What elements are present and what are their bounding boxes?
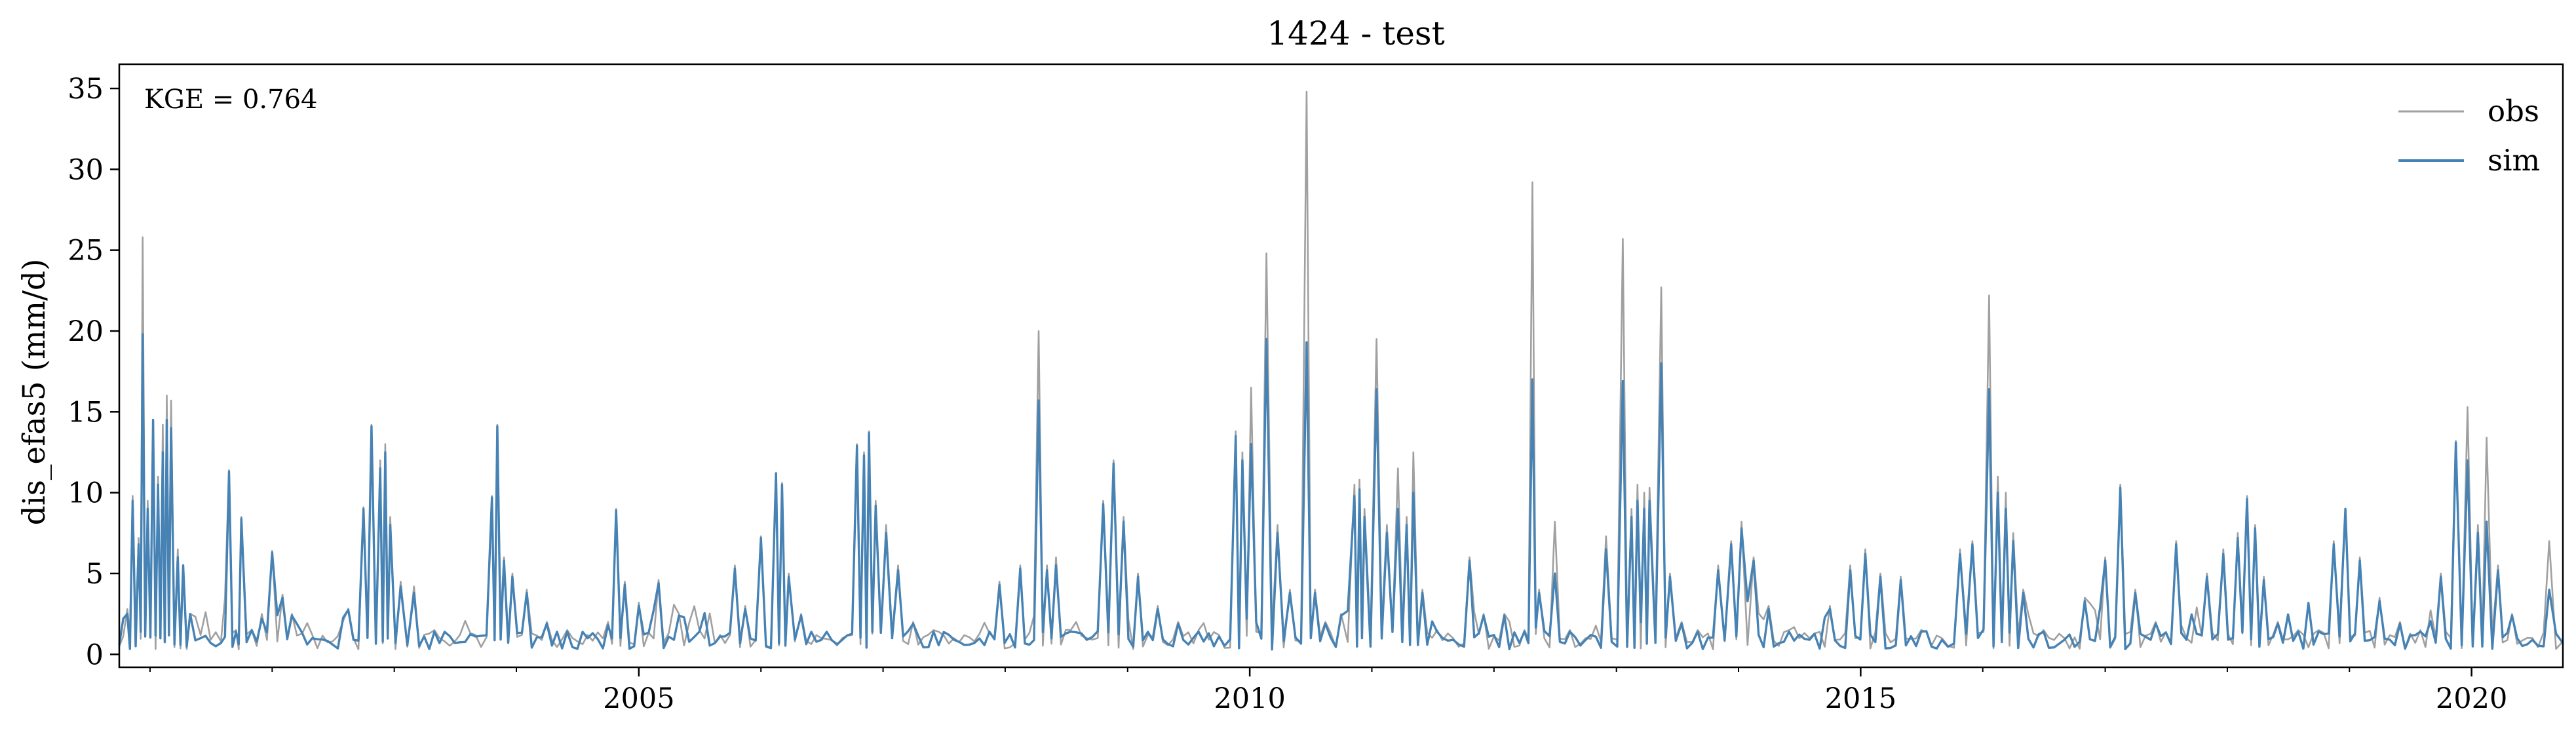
x-tick-label: 2005 [603, 682, 674, 715]
x-tick-label: 2020 [2436, 682, 2507, 715]
plot-frame [118, 63, 2564, 669]
series-layer [118, 90, 2564, 651]
y-tick-label: 10 [67, 477, 104, 510]
y-tick-label: 0 [86, 638, 104, 671]
y-tick-label: 30 [67, 153, 104, 186]
y-axis-ticks: 0 5 10 15 20 25 30 35 [67, 73, 119, 671]
legend-label-obs: obs [2488, 94, 2539, 128]
x-tick-label: 2015 [1825, 682, 1896, 715]
legend-label-sim: sim [2488, 143, 2540, 178]
y-axis-label: dis_efas5 (mm/d) [16, 259, 52, 526]
chart-title: 1424 - test [1267, 14, 1444, 52]
y-tick-label: 5 [86, 558, 104, 591]
y-tick-label: 15 [67, 396, 104, 429]
y-tick-label: 25 [67, 235, 104, 267]
y-tick-label: 20 [67, 315, 104, 348]
y-tick-label: 35 [67, 73, 104, 106]
kge-annotation: KGE = 0.764 [144, 85, 318, 115]
series-line-sim [118, 333, 2564, 651]
legend: obs sim [2398, 94, 2540, 178]
x-tick-label: 2010 [1214, 682, 1285, 715]
x-axis-ticks: 2005 2010 2015 2020 [149, 667, 2507, 715]
